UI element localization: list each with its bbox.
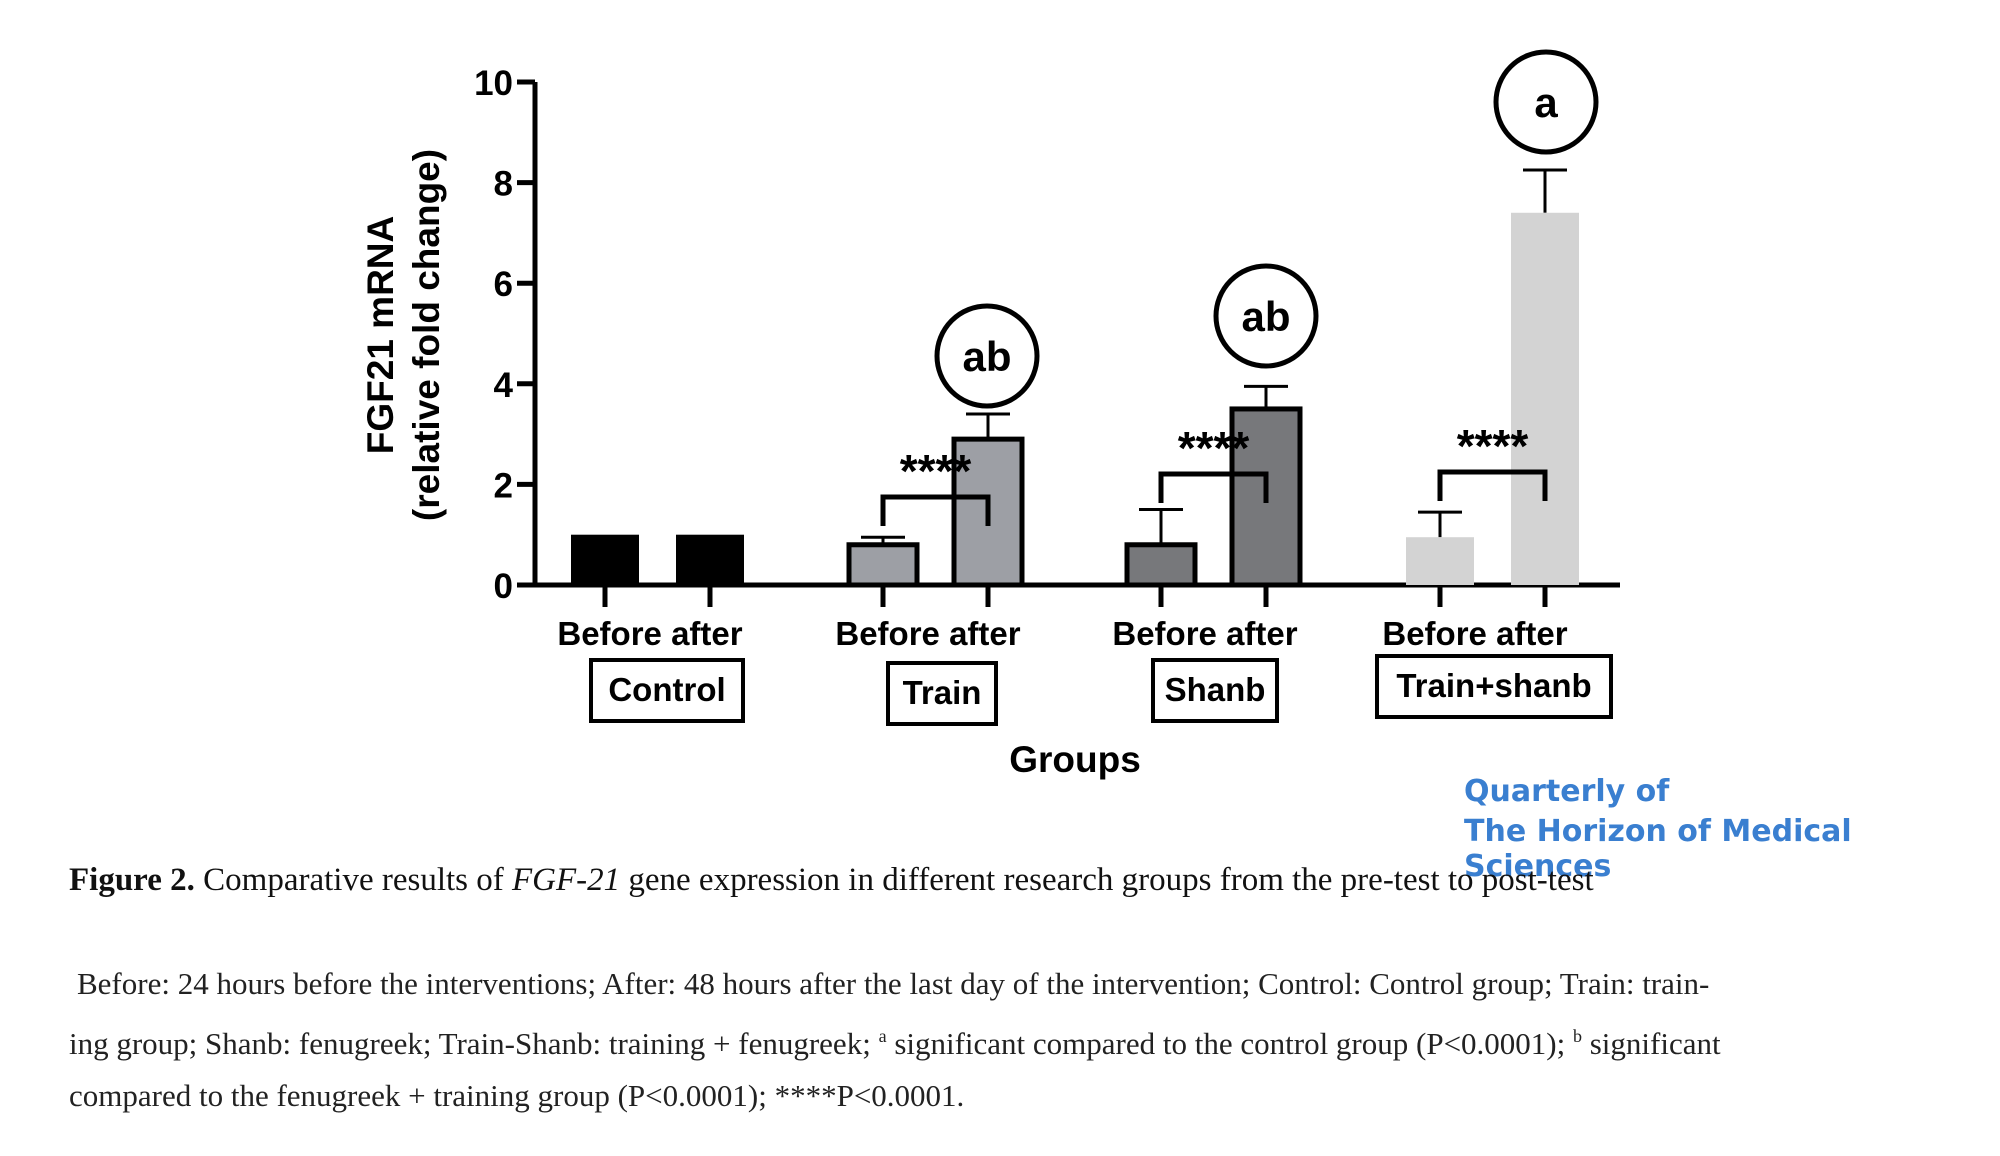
y-axis-label-line1: FGF21 mRNA	[360, 216, 401, 454]
notes-line2-c: significant	[1581, 1026, 1721, 1061]
bar	[676, 534, 744, 585]
y-axis-label: FGF21 mRNA (relative fold change)	[360, 149, 447, 521]
journal-name-line1: Quarterly of	[1464, 774, 1670, 809]
significance-label: ****	[900, 445, 972, 497]
significance-bracket	[1437, 469, 1548, 501]
caption-label: Figure 2.	[69, 862, 195, 898]
figure-notes: Before: 24 hours before the intervention…	[69, 958, 1949, 1122]
group-name-box	[1151, 658, 1279, 723]
significance-letter-circle	[1213, 263, 1319, 369]
x-tick-label: Before after	[835, 615, 1020, 652]
bar	[1124, 542, 1198, 588]
y-tick-label: 4	[494, 366, 514, 405]
caption-text-pre: Comparative results of	[194, 862, 512, 898]
group-name: Train	[903, 674, 982, 711]
y-tick-label: 10	[474, 64, 513, 103]
notes-line2-a: ing group; Shanb: fenugreek; Train-Shanb…	[69, 1026, 879, 1061]
notes-sup-a: a	[878, 1026, 887, 1046]
notes-line1: Before: 24 hours before the intervention…	[77, 966, 1710, 1001]
significance-bracket	[1158, 471, 1269, 503]
significance-label: ****	[1178, 422, 1250, 474]
notes-line2-b: significant compared to the control grou…	[886, 1026, 1573, 1061]
bar	[1406, 537, 1474, 585]
y-tick-label: 8	[494, 165, 513, 204]
y-tick-label: 2	[494, 466, 513, 505]
annotations: **** ab **** ab **** a	[880, 49, 1599, 526]
bar-chart: FGF21 mRNA (relative fold change) 0 2 4 6 8 1…	[360, 49, 1620, 780]
caption-text-post: gene expression in different research gr…	[620, 862, 1594, 898]
journal-name-line2: The Horizon of Medical Sciences	[1464, 814, 1852, 884]
significance-bracket	[880, 494, 991, 526]
y-tick-label: 6	[494, 265, 513, 304]
significance-letter: a	[1534, 79, 1558, 126]
group-name-box	[589, 658, 745, 723]
significance-label: ****	[1457, 420, 1529, 472]
x-tick-label: Before after	[1112, 615, 1297, 652]
notes-sup-b: b	[1572, 1026, 1582, 1046]
bars	[571, 168, 1579, 588]
group-name: Control	[608, 671, 725, 708]
significance-letter: ab	[1241, 293, 1290, 340]
y-axis-label-line2: (relative fold change)	[406, 149, 447, 521]
notes-line2: ing group; Shanb: fenugreek; Train-Shanb…	[69, 1010, 1949, 1070]
notes-line3: compared to the fenugreek + training gro…	[69, 1078, 965, 1113]
group-name-box	[1375, 654, 1613, 719]
group-name-box	[886, 661, 998, 726]
x-tick-label: Before after	[557, 615, 742, 652]
y-tick-label: 0	[494, 567, 513, 606]
bar	[846, 542, 920, 588]
caption-gene: FGF-21	[511, 862, 621, 898]
significance-letter-circle	[934, 303, 1040, 409]
group-name: Shanb	[1165, 671, 1266, 708]
group-name: Train+shanb	[1396, 667, 1591, 704]
significance-letter-circle	[1493, 49, 1599, 155]
bar	[1229, 406, 1303, 588]
bar	[571, 534, 639, 585]
bar	[1511, 212, 1579, 585]
x-axis-label: Groups	[1009, 739, 1141, 780]
figure-caption: Figure 2. Comparative results of FGF-21 …	[69, 862, 1594, 899]
axes: 0 2 4 6 8 10 Before after Control Before after Tr…	[474, 64, 1620, 726]
significance-letter: ab	[962, 333, 1011, 380]
x-tick-label: Before after	[1382, 615, 1567, 652]
